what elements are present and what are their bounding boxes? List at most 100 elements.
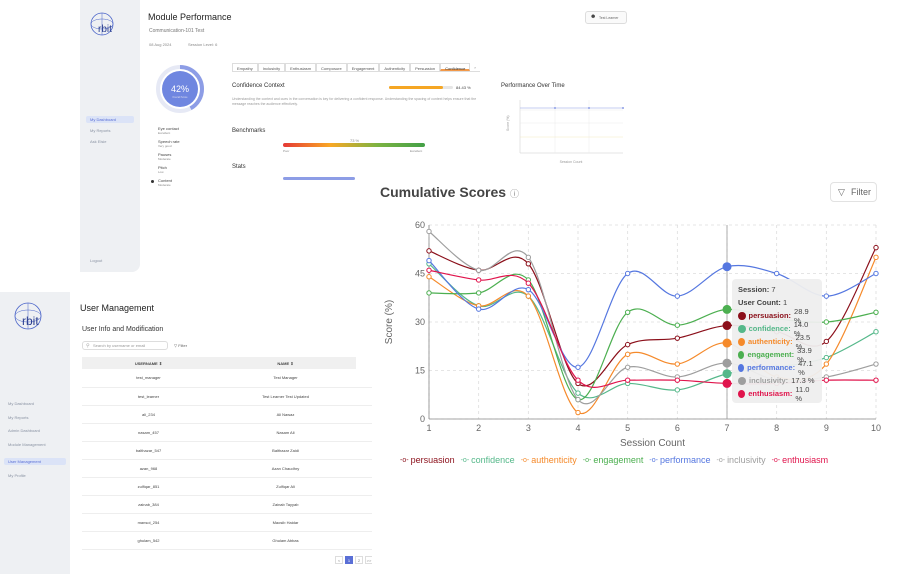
sidebar-item-ask-elsie[interactable]: Ask Elsie	[86, 138, 134, 145]
cumulative-title-text: Cumulative Scores	[380, 184, 507, 200]
module-breadcrumb[interactable]: Communication-101 Test	[149, 28, 205, 34]
tab-inclusivity[interactable]: Inclusivity	[257, 63, 286, 71]
tab-persuasion[interactable]: Persuasion	[410, 63, 441, 71]
cell-name: Zulfiqar Ali	[215, 477, 356, 496]
app-logo[interactable]: rbit	[88, 10, 128, 38]
legend-marker-icon: -o-	[400, 456, 409, 464]
tooltip-item: inclusivity: 17.3 %	[738, 374, 816, 387]
data-point-enthusiasm	[873, 377, 879, 383]
legend-item-inclusivity[interactable]: -o-inclusivity	[717, 455, 766, 465]
data-point-enthusiasm	[525, 280, 532, 286]
tab-authenticity[interactable]: Authenticity	[379, 63, 411, 71]
data-point-enthusiasm	[823, 377, 830, 383]
user-menu-button[interactable]: ☻ Test Learner	[585, 11, 627, 24]
cell-username: ghulam_542	[82, 531, 215, 550]
benchmark-gradient-bar	[283, 143, 425, 147]
data-point-performance	[674, 293, 681, 299]
session-level-dropdown[interactable]: Session Level: 6	[188, 42, 218, 47]
data-point-performance	[722, 262, 732, 272]
x-tick-label: 7	[724, 423, 729, 433]
sidebar-item-admin-dashboard[interactable]: Admin Dashboard	[4, 427, 66, 434]
x-tick-label: 4	[575, 423, 580, 433]
tab-engagement[interactable]: Engagement	[346, 63, 380, 71]
tab-composure[interactable]: Composure	[316, 63, 347, 71]
legend-label: persuasion	[410, 455, 455, 465]
cell-name: Test Learner Test Updated	[215, 387, 356, 406]
confidence-value: 84.43 %	[456, 85, 471, 90]
tooltip-item-value: 33.9 %	[797, 345, 812, 364]
tooltip-item: performance: 47.1 %	[738, 359, 816, 377]
metric-item[interactable]: Pitch Low	[158, 165, 198, 178]
sidebar-top: rbit My Dashboard My Reports Ask Elsie L…	[80, 0, 140, 272]
logout-button[interactable]: Logout	[86, 257, 134, 264]
data-point-engagement	[475, 290, 482, 296]
tooltip-item-value: 23.5 %	[795, 332, 811, 351]
tooltip-item-name: persuasion:	[748, 311, 792, 320]
legend-item-persuasion[interactable]: -o-persuasion	[400, 455, 455, 465]
user-filter-button[interactable]: ▽ Filter	[170, 341, 196, 350]
data-point-engagement	[426, 290, 432, 296]
tab-enthusiasm[interactable]: Enthusiasm	[285, 63, 317, 71]
sidebar-item-label: Module Management	[8, 442, 46, 447]
filter-icon: ▽	[174, 343, 179, 348]
filter-label: Filter	[178, 343, 188, 348]
filter-icon: ▽	[838, 187, 845, 197]
sidebar-item-my-reports[interactable]: My Reports	[4, 414, 66, 421]
tooltip-session-label: Session:	[738, 285, 770, 294]
date-label: 08 Aug 2024	[149, 42, 172, 47]
metric-item[interactable]: Speech rate Very good	[158, 139, 198, 152]
info-icon[interactable]: ⓘ	[509, 189, 519, 199]
sidebar-item-my-dashboard[interactable]: My Dashboard	[86, 116, 134, 123]
confidence-bar-fill	[389, 86, 443, 89]
metric-item[interactable]: Eye contact Excellent	[158, 126, 198, 139]
user-search-input[interactable]: ⚲ Search by username or email	[82, 341, 168, 350]
metric-sub: Very good	[158, 144, 172, 148]
y-axis-label: Score (%)	[384, 300, 395, 344]
sidebar-item-user-management[interactable]: User Management	[4, 458, 66, 465]
legend-item-authenticity[interactable]: -o-authenticity	[521, 455, 577, 465]
metric-sub: Moderate	[158, 183, 171, 187]
stats-bar	[283, 177, 355, 180]
sidebar-item-my-dashboard[interactable]: My Dashboard	[4, 400, 66, 407]
column-header-username[interactable]: USERNAME ⇕	[82, 357, 215, 369]
tooltip-user-count-value: 1	[783, 298, 788, 307]
legend-marker-icon: -o-	[460, 456, 470, 464]
sidebar-item-label: User Management	[8, 459, 41, 464]
sidebar-item-module-management[interactable]: Module Management	[4, 441, 66, 453]
data-point-authenticity	[624, 351, 631, 358]
page-prev-button[interactable]: <	[335, 556, 343, 564]
tooltip-color-dot	[738, 389, 746, 398]
cumulative-filter-button[interactable]: ▽ Filter	[830, 182, 877, 202]
tabs-scroll-right-icon[interactable]: ›	[474, 65, 476, 70]
data-point-enthusiasm	[426, 267, 432, 273]
tab-confidence[interactable]: Confidence	[440, 63, 471, 71]
column-header-name[interactable]: NAME ⇕	[215, 357, 356, 369]
data-point-engagement	[722, 304, 732, 314]
tooltip-item-value: 28.9 %	[794, 306, 809, 325]
data-point-performance	[426, 257, 432, 264]
legend-item-confidence[interactable]: -o-confidence	[461, 455, 515, 465]
app-logo-text: rbit	[22, 314, 39, 328]
skill-tabs: Empathy Inclusivity Enthusiasm Composure…	[232, 63, 480, 72]
metric-label: Content	[158, 178, 173, 183]
data-point-performance	[773, 270, 780, 277]
search-placeholder: Search by username or email	[93, 343, 146, 348]
metric-item[interactable]: Content Moderate	[158, 178, 198, 191]
logout-label: Logout	[90, 258, 103, 263]
legend-item-enthusiasm[interactable]: -o-enthusiasm	[772, 455, 829, 465]
metric-item[interactable]: Pauses Moderate	[158, 152, 198, 165]
tab-empathy[interactable]: Empathy	[232, 63, 258, 71]
cell-username: test_manager	[82, 369, 215, 388]
page-1-button[interactable]: 1	[345, 556, 353, 564]
perf-y-axis-label: Score (%)	[506, 115, 510, 131]
legend-item-engagement[interactable]: -o-engagement	[583, 455, 644, 465]
legend-item-performance[interactable]: -o-performance	[649, 455, 710, 465]
data-point-performance	[624, 270, 631, 277]
tooltip-item-name: inclusivity:	[749, 376, 789, 385]
page-2-button[interactable]: 2	[355, 556, 363, 564]
y-tick-label: 15	[415, 366, 425, 376]
sidebar-item-my-profile[interactable]: My Profile	[4, 472, 66, 479]
app-logo[interactable]: rbit	[12, 300, 58, 332]
sidebar-item-my-reports[interactable]: My Reports	[86, 127, 134, 134]
